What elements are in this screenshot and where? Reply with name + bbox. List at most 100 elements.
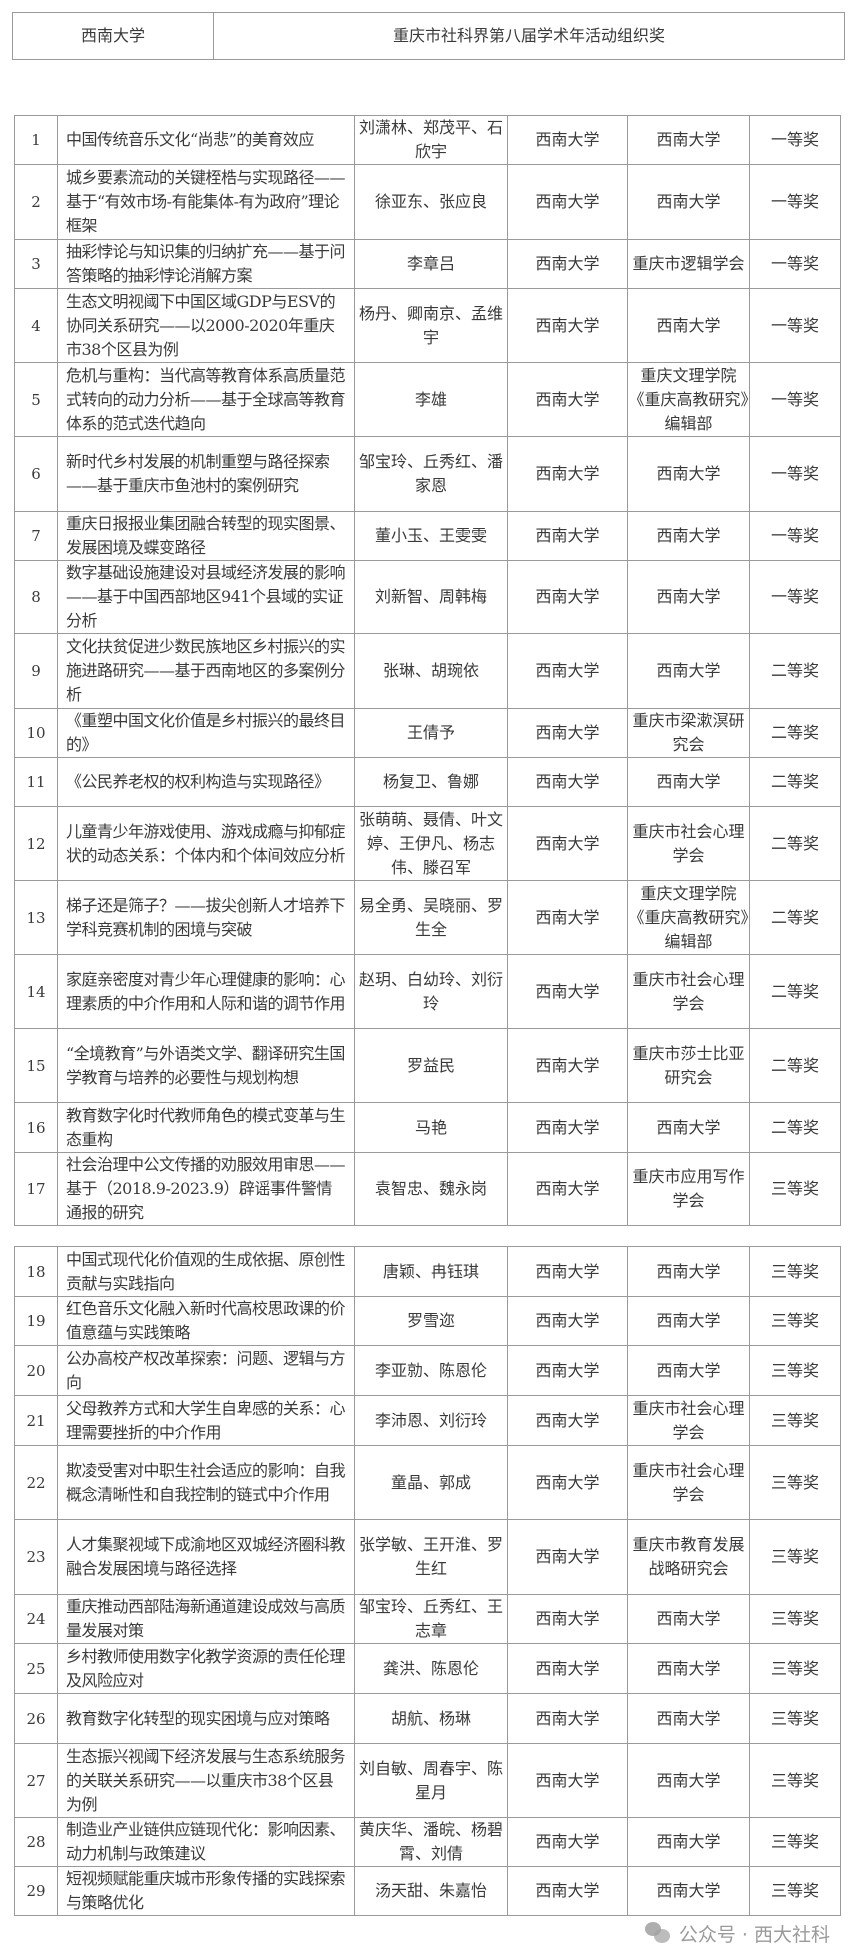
paper-title: 新时代乡村发展的机制重塑与路径探索——基于重庆市鱼池村的案例研究 <box>57 436 355 512</box>
paper-title: 抽彩悖论与知识集的归纳扩充——基于问答策略的抽彩悖论消解方案 <box>57 239 355 289</box>
recommending-unit: 西南大学 <box>627 1693 750 1744</box>
paper-title: 社会治理中公文传播的劝服效用审思——基于（2018.9-2023.9）辟谣事件警… <box>57 1152 355 1226</box>
table-row: 21 父母教养方式和大学生自卑感的关系：心理需要挫折的中介作用 李沛恩、刘衍玲 西南大… <box>14 1395 841 1446</box>
row-number: 24 <box>14 1594 58 1644</box>
recommending-unit: 重庆市社会心理学会 <box>627 1395 750 1446</box>
author-unit: 西南大学 <box>507 1817 628 1867</box>
table-row: 10 《重塑中国文化价值是乡村振兴的最终目的》 王倩予 西南大学 重庆市梁漱溟研究会 二等… <box>14 708 841 758</box>
recommending-unit: 重庆市教育发展战略研究会 <box>627 1519 750 1595</box>
paper-title: 生态文明视阈下中国区域GDP与ESV的协同关系研究——以2000-2020年重庆… <box>57 288 355 363</box>
author-unit: 西南大学 <box>507 633 628 709</box>
paper-title: 生态振兴视阈下经济发展与生态系统服务的关联关系研究——以重庆市38个区县为例 <box>57 1743 355 1818</box>
author-unit: 西南大学 <box>507 708 628 758</box>
recommending-unit: 重庆市社会心理学会 <box>627 806 750 881</box>
authors: 邹宝玲、丘秀红、潘家恩 <box>354 436 508 512</box>
paper-title: 乡村教师使用数字化教学资源的责任伦理及风险应对 <box>57 1643 355 1694</box>
row-number: 8 <box>14 560 58 634</box>
row-number: 18 <box>14 1246 58 1297</box>
award-level: 一等奖 <box>749 436 841 512</box>
award-level: 二等奖 <box>749 708 841 758</box>
organization-award: 重庆市社科界第八届学术年活动组织奖 <box>213 12 845 60</box>
table-row: 15 “全境教育”与外语类文学、翻译研究生国学教育与培养的必要性与规划构想 罗益民西… <box>14 1028 841 1103</box>
table-row: 18 中国式现代化价值观的生成依据、原创性贡献与实践指向 唐颖、冉钰琪 西南大学 西南大… <box>14 1246 841 1297</box>
row-number: 28 <box>14 1817 58 1867</box>
table-row: 26 教育数字化转型的现实困境与应对策略 胡航、杨琳 西南大学 西南大学 三等奖 <box>14 1693 841 1744</box>
authors: 杨丹、卿南京、孟维宇 <box>354 288 508 363</box>
table-row: 16 教育数字化时代教师角色的模式变革与生态重构 马艳 西南大学 西南大学 二等奖 <box>14 1102 841 1153</box>
recommending-unit: 西南大学 <box>627 436 750 512</box>
recommending-unit: 西南大学 <box>627 1102 750 1153</box>
table-row: 12 儿童青少年游戏使用、游戏成瘾与抑郁症状的动态关系：个体内和个体间效应分析 张萌… <box>14 806 841 881</box>
paper-title: 制造业产业链供应链现代化：影响因素、动力机制与政策建议 <box>57 1817 355 1867</box>
author-unit: 西南大学 <box>507 288 628 363</box>
author-unit: 西南大学 <box>507 1246 628 1297</box>
author-unit: 西南大学 <box>507 1643 628 1694</box>
paper-title: 人才集聚视域下成渝地区双城经济圈科教融合发展困境与路径选择 <box>57 1519 355 1595</box>
recommending-unit: 西南大学 <box>627 1866 750 1916</box>
recommending-unit: 西南大学 <box>627 1246 750 1297</box>
paper-title: 《重塑中国文化价值是乡村振兴的最终目的》 <box>57 708 355 758</box>
row-number: 4 <box>14 288 58 363</box>
recommending-unit: 重庆市应用写作学会 <box>627 1152 750 1226</box>
row-number: 3 <box>14 239 58 289</box>
authors: 张学敏、王开淮、罗生红 <box>354 1519 508 1595</box>
author-unit: 西南大学 <box>507 880 628 955</box>
table-row: 20 公办高校产权改革探索：问题、逻辑与方向 李亚勍、陈恩伦 西南大学 西南大学 三等奖 <box>14 1345 841 1396</box>
authors: 唐颖、冉钰琪 <box>354 1246 508 1297</box>
table-row: 13 梯子还是筛子？——拔尖创新人才培养下学科竞赛机制的困境与突破 易全勇、吴晓丽、… <box>14 880 841 955</box>
award-level: 一等奖 <box>749 164 841 240</box>
table-row: 5 危机与重构：当代高等教育体系高质量范式转向的动力分析——基于全球高等教育体系的… <box>14 362 841 437</box>
authors: 董小玉、王雯雯 <box>354 511 508 561</box>
row-number: 16 <box>14 1102 58 1153</box>
author-unit: 西南大学 <box>507 1028 628 1103</box>
row-number: 27 <box>14 1743 58 1818</box>
paper-title: 欺凌受害对中职生社会适应的影响：自我概念清晰性和自我控制的链式中介作用 <box>57 1445 355 1520</box>
author-unit: 西南大学 <box>507 1102 628 1153</box>
row-number: 22 <box>14 1445 58 1520</box>
row-number: 15 <box>14 1028 58 1103</box>
award-level: 三等奖 <box>749 1296 841 1346</box>
row-number: 5 <box>14 362 58 437</box>
award-table-part-1: 1 中国传统音乐文化“尚悲”的美育效应 刘潇林、郑茂平、石欣宇 西南大学 西南大学 一等奖… <box>14 115 841 1226</box>
authors: 张琳、胡琬依 <box>354 633 508 709</box>
authors: 刘自敏、周春宇、陈星月 <box>354 1743 508 1818</box>
table-row: 27 生态振兴视阈下经济发展与生态系统服务的关联关系研究——以重庆市38个区县为例… <box>14 1743 841 1818</box>
author-unit: 西南大学 <box>507 1445 628 1520</box>
row-number: 2 <box>14 164 58 240</box>
row-number: 10 <box>14 708 58 758</box>
paper-title: “全境教育”与外语类文学、翻译研究生国学教育与培养的必要性与规划构想 <box>57 1028 355 1103</box>
award-level: 三等奖 <box>749 1643 841 1694</box>
author-unit: 西南大学 <box>507 1693 628 1744</box>
authors: 徐亚东、张应良 <box>354 164 508 240</box>
recommending-unit: 西南大学 <box>627 1817 750 1867</box>
authors: 王倩予 <box>354 708 508 758</box>
recommending-unit: 重庆市社会心理学会 <box>627 1445 750 1520</box>
author-unit: 西南大学 <box>507 436 628 512</box>
award-level: 三等奖 <box>749 1693 841 1744</box>
award-level: 三等奖 <box>749 1152 841 1226</box>
recommending-unit: 西南大学 <box>627 288 750 363</box>
paper-title: 重庆推动西部陆海新通道建设成效与高质量发展对策 <box>57 1594 355 1644</box>
row-number: 19 <box>14 1296 58 1346</box>
award-level: 一等奖 <box>749 115 841 165</box>
row-number: 29 <box>14 1866 58 1916</box>
author-unit: 西南大学 <box>507 757 628 807</box>
paper-title: 儿童青少年游戏使用、游戏成瘾与抑郁症状的动态关系：个体内和个体间效应分析 <box>57 806 355 881</box>
award-level: 三等奖 <box>749 1866 841 1916</box>
author-unit: 西南大学 <box>507 1345 628 1396</box>
row-number: 26 <box>14 1693 58 1744</box>
authors: 童晶、郭成 <box>354 1445 508 1520</box>
award-level: 三等奖 <box>749 1395 841 1446</box>
author-unit: 西南大学 <box>507 954 628 1029</box>
organization-award-row: 西南大学 重庆市社科界第八届学术年活动组织奖 <box>12 12 845 60</box>
author-unit: 西南大学 <box>507 806 628 881</box>
row-number: 14 <box>14 954 58 1029</box>
row-number: 20 <box>14 1345 58 1396</box>
award-level: 一等奖 <box>749 362 841 437</box>
paper-title: 重庆日报报业集团融合转型的现实图景、发展困境及蝶变路径 <box>57 511 355 561</box>
authors: 汤天甜、朱嘉怡 <box>354 1866 508 1916</box>
table-row: 7 重庆日报报业集团融合转型的现实图景、发展困境及蝶变路径 董小玉、王雯雯 西南大学西… <box>14 511 841 561</box>
table-row: 23 人才集聚视域下成渝地区双城经济圈科教融合发展困境与路径选择 张学敏、王开淮、罗… <box>14 1519 841 1595</box>
award-level: 二等奖 <box>749 1102 841 1153</box>
